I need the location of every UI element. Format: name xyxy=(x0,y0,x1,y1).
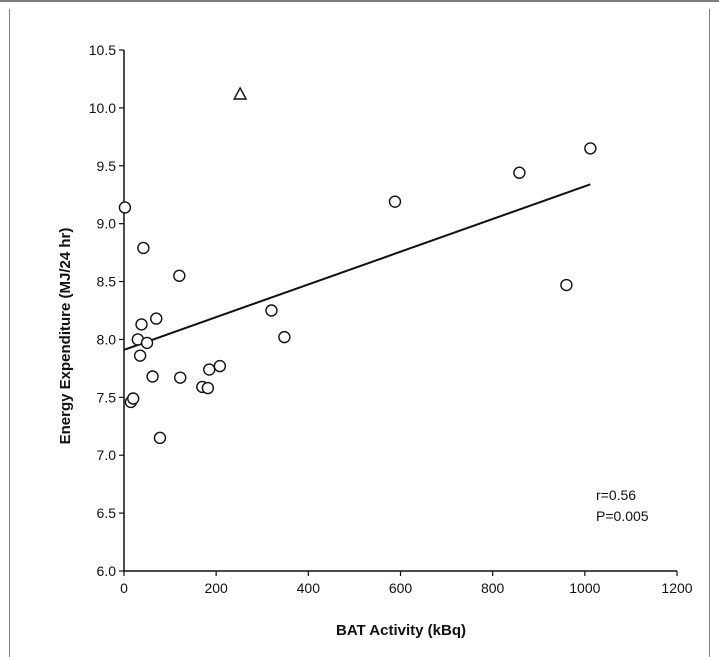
data-point xyxy=(584,142,597,155)
r-value-annotation: r=0.56 xyxy=(596,487,636,503)
data-point xyxy=(213,359,227,373)
data-point xyxy=(127,392,140,405)
data-point xyxy=(140,336,154,350)
top-rule xyxy=(0,0,719,2)
data-point xyxy=(118,201,132,214)
y-tick-label: 8.5 xyxy=(97,274,117,290)
p-value-annotation: P=0.005 xyxy=(596,508,649,524)
y-axis-ticks: 6.0 6.5 7.0 7.5 8.0 8.5 9.0 9.5 10.0 10.5 xyxy=(89,42,124,579)
y-tick-label: 6.0 xyxy=(97,563,117,579)
figure-frame xyxy=(9,9,710,657)
data-point xyxy=(137,241,150,255)
y-tick-label: 10.0 xyxy=(89,100,116,116)
data-point xyxy=(146,370,159,383)
data-point xyxy=(278,330,291,344)
data-point xyxy=(513,166,526,179)
x-tick-label: 400 xyxy=(297,580,321,596)
y-tick-label: 8.0 xyxy=(97,331,117,347)
y-tick-label: 10.5 xyxy=(89,42,116,58)
x-tick-label: 800 xyxy=(481,580,505,596)
data-point xyxy=(173,269,186,282)
data-point xyxy=(388,195,402,208)
x-tick-label: 600 xyxy=(389,580,413,596)
data-point xyxy=(174,371,187,384)
data-points xyxy=(118,86,597,445)
data-point xyxy=(201,381,215,395)
x-tick-label: 200 xyxy=(204,580,228,596)
y-tick-label: 6.5 xyxy=(97,505,117,521)
data-point xyxy=(153,431,167,445)
y-tick-label: 9.5 xyxy=(97,158,117,174)
y-tick-label: 7.0 xyxy=(97,447,117,463)
data-point xyxy=(150,312,163,325)
x-axis-title: BAT Activity (kBq) xyxy=(336,622,466,639)
regression-line-group xyxy=(123,183,591,351)
data-point xyxy=(133,349,147,362)
regression-line xyxy=(123,183,591,351)
data-point xyxy=(265,304,278,317)
data-point xyxy=(560,278,573,292)
data-point xyxy=(203,363,216,376)
y-axis-title: Energy Expenditure (MJ/24 hr) xyxy=(57,228,74,445)
data-point xyxy=(135,318,148,331)
outlier-triangle-point xyxy=(232,86,248,100)
x-tick-label: 0 xyxy=(120,580,128,596)
x-tick-label: 1200 xyxy=(661,580,692,596)
y-tick-label: 9.0 xyxy=(97,216,117,232)
y-tick-label: 7.5 xyxy=(97,389,117,405)
x-tick-label: 1000 xyxy=(569,580,600,596)
x-axis-ticks: 0 200 400 600 800 1000 1200 xyxy=(120,571,693,596)
axes xyxy=(123,50,677,572)
